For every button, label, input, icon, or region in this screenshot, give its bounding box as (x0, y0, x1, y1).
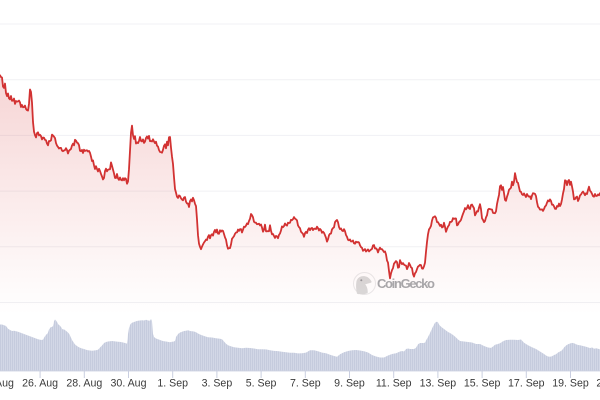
svg-text:26. Aug: 26. Aug (22, 378, 58, 390)
svg-text:13. Sep: 13. Sep (420, 378, 457, 390)
svg-text:15. Sep: 15. Sep (464, 378, 501, 390)
svg-text:5. Sep: 5. Sep (246, 378, 277, 390)
svg-text:7. Sep: 7. Sep (290, 378, 321, 390)
svg-text:19. Sep: 19. Sep (552, 378, 589, 390)
svg-text:21. Sep: 21. Sep (596, 378, 600, 390)
svg-text:17. Sep: 17. Sep (508, 378, 545, 390)
svg-text:3. Sep: 3. Sep (202, 378, 233, 390)
svg-text:30. Aug: 30. Aug (111, 378, 147, 390)
svg-text:1. Sep: 1. Sep (157, 378, 188, 390)
svg-text:24. Aug: 24. Aug (0, 378, 14, 390)
svg-text:11. Sep: 11. Sep (376, 378, 412, 390)
svg-text:9. Sep: 9. Sep (334, 378, 365, 390)
svg-text:28. Aug: 28. Aug (66, 378, 102, 390)
